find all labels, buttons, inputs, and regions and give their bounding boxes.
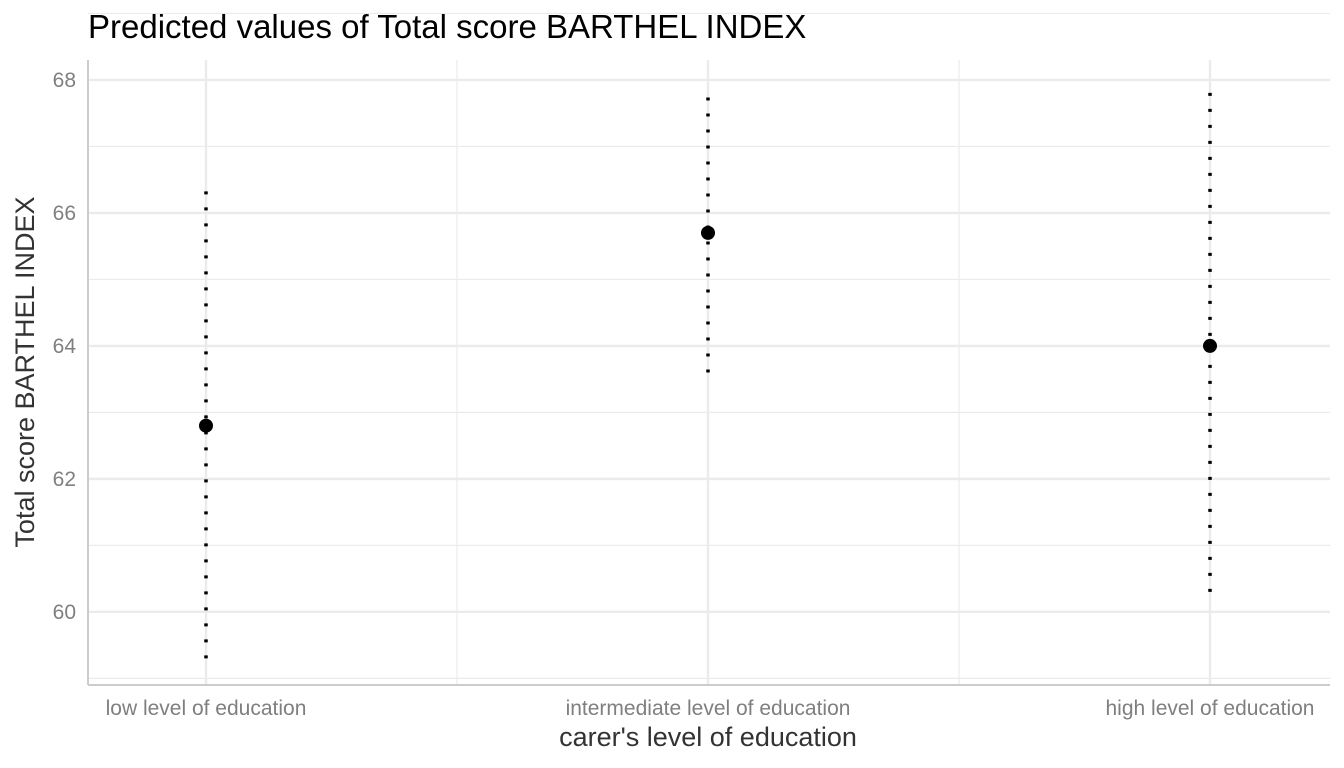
data-point	[199, 418, 213, 433]
y-tick-label: 60	[53, 601, 76, 624]
data-point	[1203, 338, 1217, 353]
x-tick-label: low level of education	[106, 697, 307, 720]
data-point	[701, 225, 715, 240]
y-tick-label: 66	[53, 202, 76, 225]
x-tick-label: intermediate level of education	[566, 697, 851, 720]
x-tick-labels: low level of education intermediate level…	[106, 697, 1315, 720]
axes	[87, 60, 1330, 686]
chart-title: Predicted values of Total score BARTHEL …	[88, 8, 806, 45]
x-tick-label: high level of education	[1106, 697, 1315, 720]
y-tick-label: 62	[53, 468, 76, 491]
y-tick-labels: 60 62 64 66 68	[53, 69, 77, 624]
y-tick-label: 64	[53, 335, 77, 358]
x-axis-title: carer's level of education	[559, 722, 857, 752]
y-axis-title: Total score BARTHEL INDEX	[10, 196, 40, 547]
y-tick-label: 68	[53, 69, 76, 92]
points	[199, 225, 1217, 433]
